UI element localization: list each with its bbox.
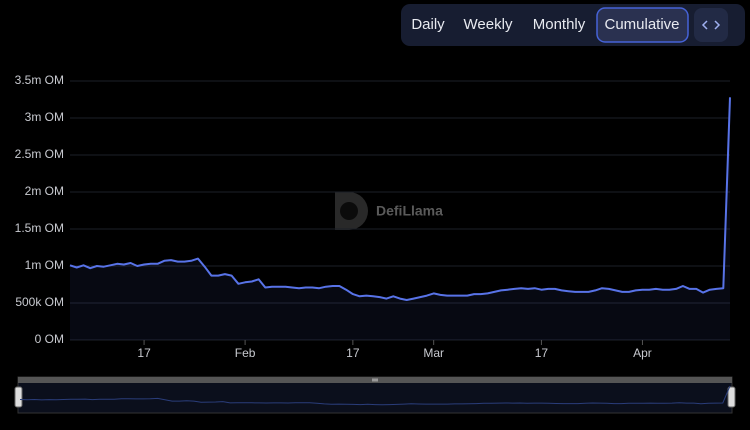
tab[interactable]: Daily [411, 16, 445, 33]
active-tab-bg [596, 7, 689, 43]
watermark: DefiLlama [376, 203, 443, 219]
y-tick-label: 3.5m OM [15, 73, 64, 87]
line [69, 97, 731, 301]
y-tick-label: 2m OM [25, 184, 64, 198]
embed-icon [701, 20, 721, 30]
navigator-handle-right[interactable] [727, 386, 736, 408]
y-tick-label: 500k OM [15, 295, 64, 309]
tab[interactable]: Weekly [464, 16, 513, 33]
area [70, 97, 730, 340]
y-tick-label: 2.5m OM [15, 147, 64, 161]
y-tick-label: 0 OM [35, 332, 64, 346]
y-tick-label: 3m OM [25, 110, 64, 124]
navigator-handle-left[interactable] [14, 386, 23, 408]
x-tick-label: Feb [235, 346, 256, 360]
x-tick-label: Apr [633, 346, 652, 360]
x-tick-label: 17 [346, 346, 360, 360]
y-tick-label: 1.5m OM [15, 221, 64, 235]
watermark-logo [335, 192, 368, 230]
y-tick-label: 1m OM [25, 258, 64, 272]
tab[interactable]: Cumulative [604, 16, 679, 33]
embed-button[interactable] [694, 8, 728, 42]
x-tick-label: 17 [535, 346, 549, 360]
x-tick-label: Mar [423, 346, 444, 360]
x-tick-label: 17 [137, 346, 151, 360]
tab[interactable]: Monthly [533, 16, 586, 33]
navigator-grip [372, 378, 378, 382]
navigator-line [19, 385, 731, 406]
